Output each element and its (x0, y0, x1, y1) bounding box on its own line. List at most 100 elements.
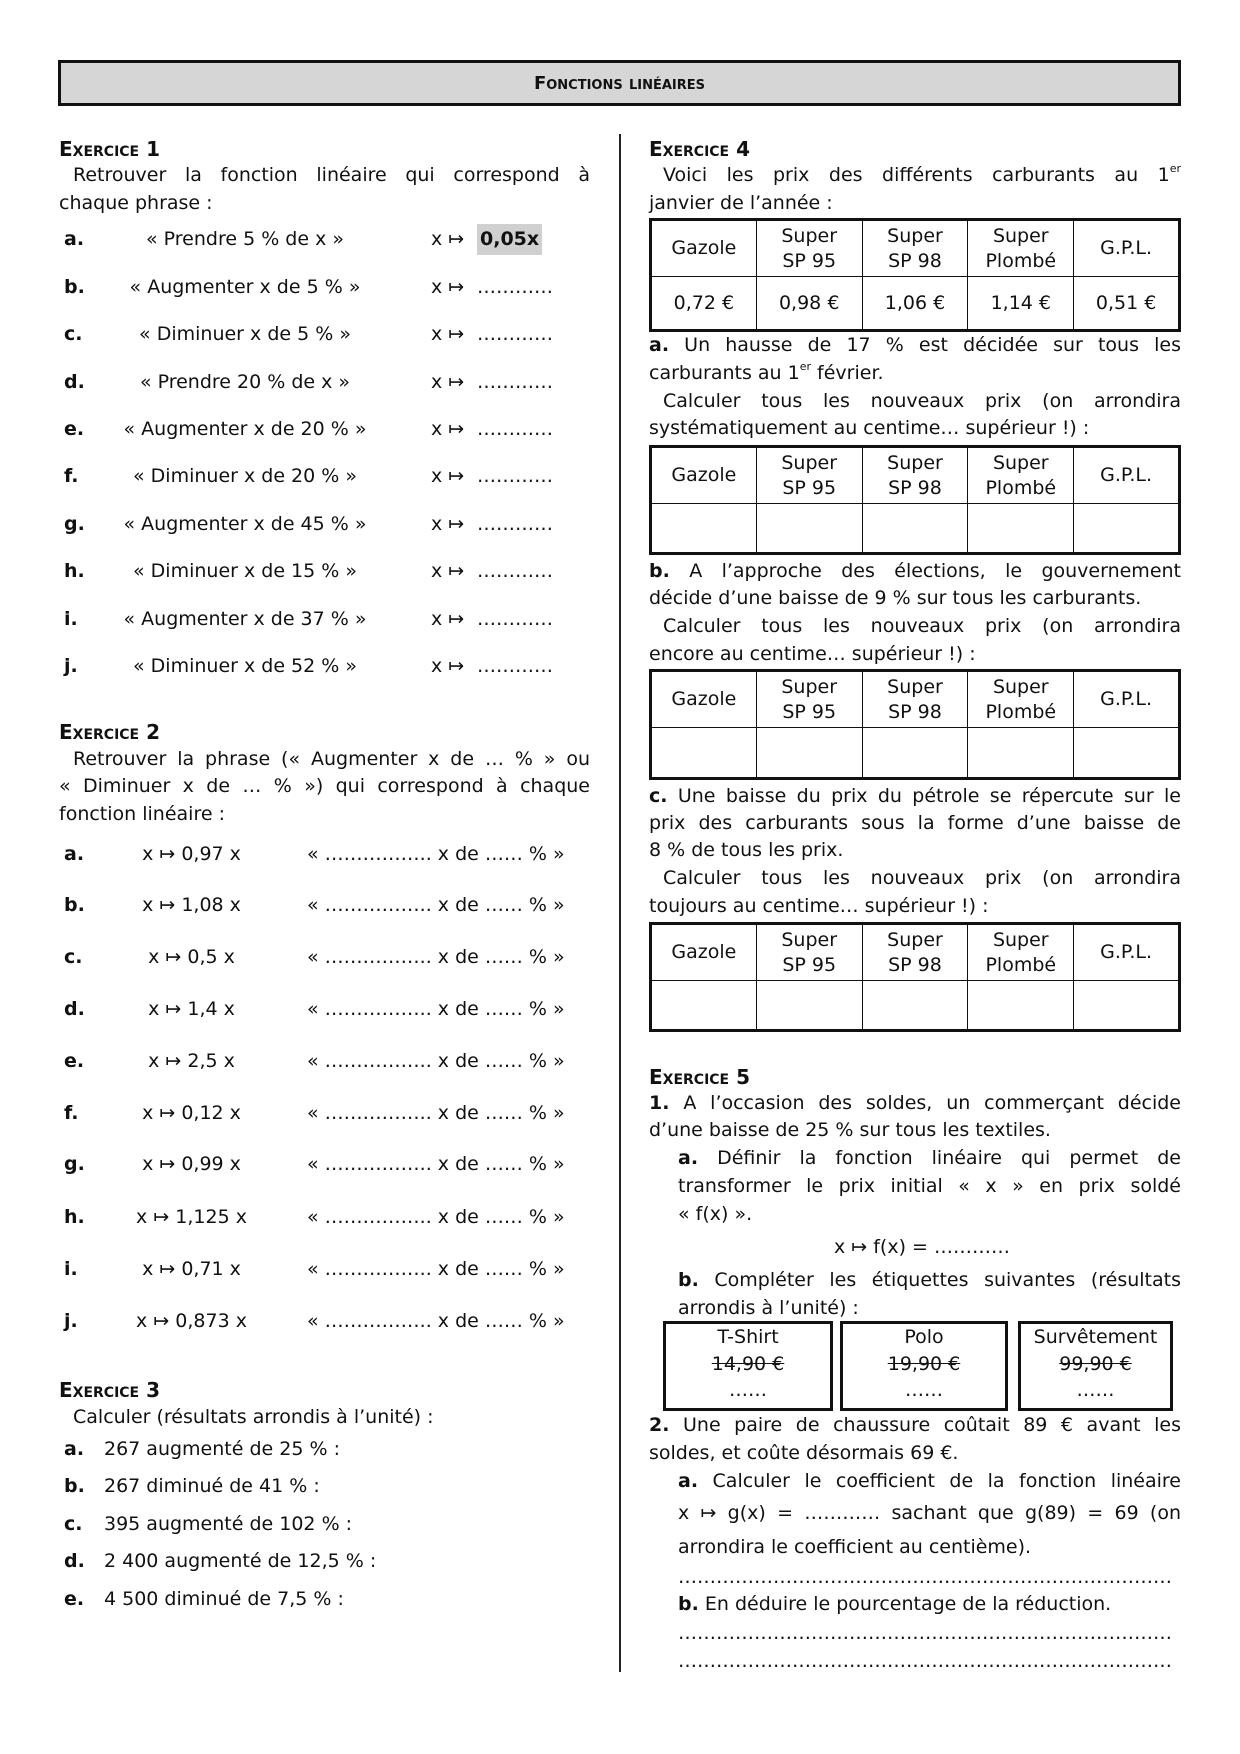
fuel-header: Gazole (650, 670, 757, 728)
answer-field[interactable]: ………… (477, 323, 553, 345)
exercise3-intro: Calculer (résultats arrondis à l’unité) … (73, 1406, 434, 1428)
answer-cell[interactable] (967, 727, 1075, 779)
answer-field[interactable]: ………… (477, 465, 553, 487)
item-function: x ↦ 0,12 x (142, 1102, 241, 1124)
fuel-header: Super SP 95 (755, 923, 863, 981)
exercise4-intro-1: Voici les prix des différents carburants… (649, 162, 1181, 189)
map-symbol: x ↦ (431, 276, 465, 298)
fuel-type: SP 98 (888, 700, 942, 723)
answer-cell[interactable] (1073, 503, 1180, 554)
part-label: c. (649, 785, 668, 807)
item-label: b. (64, 894, 85, 916)
fuel-header: Super SP 95 (755, 219, 863, 277)
phrase-blank[interactable]: « …………….. x de …… % » (307, 1102, 565, 1124)
fuel-type: SP 98 (888, 476, 942, 499)
fuel-name: Super (781, 675, 838, 698)
fuel-type: SP 95 (782, 249, 837, 272)
exercise5-q1b-line2: arrondis à l’unité) : (678, 1297, 859, 1319)
exercise3-title: Exercice 3 (59, 1378, 160, 1402)
exercise2-item: c. x ↦ 0,5 x « …………….. x de …… % » (59, 944, 590, 971)
item-label: f. (64, 1102, 79, 1124)
tag-new-price[interactable]: …… (729, 1379, 767, 1401)
answer-cell[interactable] (861, 503, 969, 554)
item-phrase: « Diminuer x de 20 % » (133, 465, 357, 487)
fuel-header: Gazole (650, 446, 757, 504)
exercise3-item: c. 395 augmenté de 102 % : (59, 1511, 590, 1538)
answer-field[interactable]: ………… (477, 655, 553, 677)
fuel-header: Super Plombé (967, 670, 1075, 728)
exercise1-item: b. « Augmenter x de 5 % » x ↦ ………… (59, 274, 590, 301)
column-divider (619, 134, 621, 1672)
tag-new-price[interactable]: …… (905, 1379, 943, 1401)
table-header-row: Gazole Super SP 95 Super SP 98 Super Plombé G.P… (650, 219, 1180, 277)
phrase-blank[interactable]: « …………….. x de …… % » (307, 998, 565, 1020)
item-function: x ↦ 0,71 x (142, 1258, 241, 1280)
fuel-name: Super (992, 451, 1049, 474)
fuel-name: Super (887, 451, 943, 474)
phrase-blank[interactable]: « …………….. x de …… % » (307, 843, 565, 865)
exercise5-q2-line2: soldes, et coûte désormais 69 €. (649, 1442, 959, 1464)
answer-field[interactable]: ………… (477, 276, 553, 298)
answer-cell[interactable] (755, 980, 863, 1031)
tag-name: Polo (904, 1326, 944, 1348)
answer-field[interactable]: ………… (477, 418, 553, 440)
answer-field[interactable]: 0,05x (477, 224, 543, 255)
answer-cell[interactable] (650, 503, 757, 554)
map-symbol: x ↦ (431, 228, 465, 250)
table-header-row: Gazole Super SP 95 Super SP 98 Super Plombé G.P… (650, 923, 1180, 981)
item-label: c. (64, 1513, 83, 1535)
phrase-blank[interactable]: « …………….. x de …… % » (307, 1258, 565, 1280)
phrase-blank[interactable]: « …………….. x de …… % » (307, 894, 565, 916)
phrase-blank[interactable]: « …………….. x de …… % » (307, 1050, 565, 1072)
fuel-name: Super (781, 224, 838, 247)
text: A l’occasion des soldes, un commerçant d… (683, 1092, 1181, 1114)
item-label: h. (64, 560, 85, 582)
answer-cell[interactable] (755, 503, 863, 554)
answer-cell[interactable] (650, 727, 757, 779)
fuel-header: Super Plombé (967, 219, 1075, 277)
fuel-header: G.P.L. (1073, 670, 1180, 728)
answer-cell[interactable] (967, 980, 1075, 1031)
phrase-blank[interactable]: « …………….. x de …… % » (307, 1206, 565, 1228)
exercise2-item: h. x ↦ 1,125 x « …………….. x de …… % » (59, 1204, 590, 1231)
exercise4-a-line2: carburants au 1er février. (649, 360, 884, 387)
item-label: a. (64, 843, 85, 865)
answer-field[interactable]: ………… (477, 371, 553, 393)
fuel-type: SP 98 (888, 249, 942, 272)
answer-cell[interactable] (861, 727, 969, 779)
fuel-name: G.P.L. (1100, 237, 1153, 259)
exercise2-intro-3: fonction linéaire : (59, 803, 225, 825)
item-label: g. (64, 1153, 85, 1175)
answer-cell[interactable] (1073, 980, 1180, 1031)
exercise5-q2a-answer-line[interactable]: ……………………………………………………………………. (678, 1566, 1170, 1588)
answer-cell[interactable] (1073, 727, 1180, 779)
answer-field[interactable]: ………… (477, 560, 553, 582)
part-label: b. (678, 1593, 699, 1615)
fuel-name: Gazole (671, 941, 737, 963)
exercise4-a-line3: Calculer tous les nouveaux prix (on arro… (663, 390, 1181, 412)
exercise5-q2b-answer-line-2[interactable]: ………………………………………………………………………. (678, 1650, 1170, 1672)
fuel-prices-table: Gazole Super SP 95 Super SP 98 Super Plombé G.P… (649, 218, 1181, 332)
part-label: b. (649, 560, 670, 582)
item-label: j. (64, 655, 78, 677)
phrase-blank[interactable]: « …………….. x de …… % » (307, 1153, 565, 1175)
answer-cell[interactable] (861, 980, 969, 1031)
exercise5-q2b-answer-line-1[interactable]: ………………………………………………………………………. (678, 1622, 1170, 1644)
answer-field[interactable]: ………… (477, 608, 553, 630)
answer-cell[interactable] (650, 980, 757, 1031)
fuel-header: Super SP 98 (861, 219, 969, 277)
question-label: 2. (649, 1414, 670, 1436)
phrase-blank[interactable]: « …………….. x de …… % » (307, 1310, 565, 1332)
question-label: 1. (649, 1092, 670, 1114)
exercise4-intro-2: janvier de l’année : (649, 192, 833, 214)
fuel-header: Super Plombé (967, 923, 1075, 981)
text: février. (811, 362, 884, 384)
answer-cell[interactable] (755, 727, 863, 779)
answer-cell[interactable] (967, 503, 1075, 554)
exercise4-c-line4: Calculer tous les nouveaux prix (on arro… (663, 867, 1181, 889)
exercise1-item: g. « Augmenter x de 45 % » x ↦ ………… (59, 511, 590, 538)
tag-new-price[interactable]: …… (1076, 1379, 1115, 1401)
text: En déduire le pourcentage de la réductio… (704, 1593, 1112, 1615)
answer-field[interactable]: ………… (477, 513, 553, 535)
phrase-blank[interactable]: « …………….. x de …… % » (307, 946, 565, 968)
